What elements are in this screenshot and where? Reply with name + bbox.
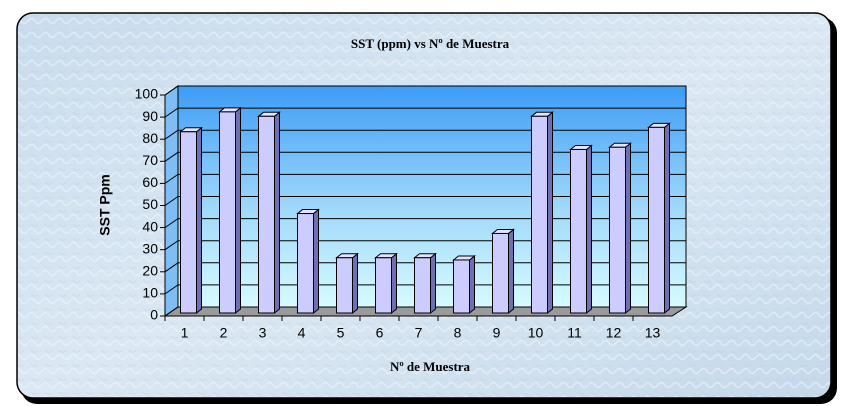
bar-front <box>531 115 548 314</box>
bar-front <box>219 111 236 314</box>
y-tick-label: 30 <box>142 240 158 256</box>
x-tick-label: 1 <box>181 325 189 341</box>
x-tick-label: 13 <box>645 325 661 341</box>
x-tick-label: 7 <box>415 325 423 341</box>
chart-title: SST (ppm) vs Nº de Muestra <box>351 36 510 51</box>
bar-side <box>352 252 358 315</box>
bar-front <box>180 131 197 314</box>
x-tick-label: 6 <box>376 325 384 341</box>
x-tick-label: 8 <box>454 325 462 341</box>
bar <box>413 252 437 315</box>
bar <box>608 142 632 315</box>
x-tick-label: 3 <box>259 325 267 341</box>
x-tick-label: 12 <box>606 325 622 341</box>
bar <box>296 208 320 315</box>
bar <box>569 144 593 315</box>
x-tick-label: 11 <box>567 325 582 341</box>
y-tick-label: 100 <box>135 86 159 102</box>
grid-line <box>164 262 686 273</box>
bar-front <box>492 232 509 314</box>
y-tick-label: 40 <box>142 218 158 234</box>
y-tick-label: 20 <box>142 263 158 279</box>
y-tick-label: 50 <box>142 196 158 212</box>
grid-line <box>164 85 686 96</box>
bar-side <box>664 122 670 315</box>
bar-front <box>609 146 626 314</box>
bar <box>374 252 398 315</box>
x-tick-label: 9 <box>493 325 501 341</box>
grid-line <box>164 284 686 295</box>
bar <box>647 122 671 315</box>
bar-front <box>336 257 353 314</box>
bar <box>179 126 203 315</box>
grid-line <box>164 240 686 251</box>
bar-side <box>586 144 592 315</box>
bar-side <box>196 126 202 315</box>
y-tick-label: 60 <box>142 174 158 190</box>
bar-side <box>274 111 280 315</box>
bar <box>530 111 554 315</box>
bar-front <box>297 213 314 314</box>
x-tick-label: 2 <box>220 325 228 341</box>
bar-front <box>375 257 392 314</box>
bar-front <box>414 257 431 314</box>
x-tick-label: 10 <box>528 325 544 341</box>
grid-line <box>164 151 686 162</box>
bar-front <box>570 148 587 314</box>
bar-front <box>648 126 665 314</box>
bar-side <box>547 111 553 315</box>
bar <box>491 228 515 315</box>
y-tick-label: 80 <box>142 130 158 146</box>
grid-line <box>164 173 686 184</box>
bar-side <box>625 142 631 315</box>
y-tick-label: 0 <box>150 307 158 323</box>
grid-line <box>164 218 686 229</box>
x-axis-label: Nº de Muestra <box>390 359 471 374</box>
x-tick-label: 5 <box>337 325 345 341</box>
y-axis-label: SST Ppm <box>97 174 113 235</box>
y-tick-label: 90 <box>142 108 158 124</box>
bar-side <box>430 252 436 315</box>
y-tick-label: 70 <box>142 152 158 168</box>
bar <box>257 111 281 315</box>
bar-front <box>258 115 275 314</box>
bar-front <box>453 259 470 314</box>
x-tick-label: 4 <box>298 325 306 341</box>
bar-side <box>469 254 475 315</box>
grid-line <box>164 306 686 317</box>
grid-line <box>164 129 686 140</box>
bar-side <box>235 106 241 315</box>
grid-line <box>164 196 686 206</box>
bar-side <box>508 228 514 315</box>
bar-side <box>313 208 319 315</box>
bar <box>452 254 476 315</box>
bar-side <box>391 252 397 315</box>
bar <box>335 252 359 315</box>
grid-line <box>164 107 686 118</box>
y-tick-label: 10 <box>142 285 158 301</box>
bar <box>218 106 242 315</box>
